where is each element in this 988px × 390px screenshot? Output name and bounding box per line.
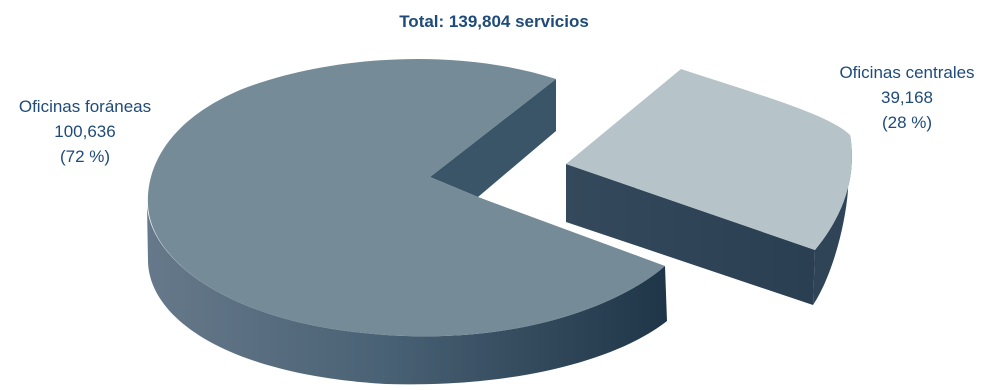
- slice-oficinas-foraneas-top: [147, 58, 665, 337]
- slice-oficinas-foraneas: [147, 58, 667, 385]
- label-oficinas-foraneas: Oficinas foráneas 100,636 (72 %): [19, 97, 151, 166]
- label-oficinas-centrales-percent: (28 %): [882, 113, 932, 132]
- chart-title: Total: 139,804 servicios: [399, 12, 589, 31]
- slice-oficinas-centrales-inner-wall: [566, 164, 815, 305]
- slice-oficinas-centrales-side: [813, 135, 852, 305]
- label-oficinas-centrales: Oficinas centrales 39,168 (28 %): [839, 63, 974, 132]
- label-oficinas-centrales-value: 39,168: [881, 88, 933, 107]
- slice-oficinas-centrales-top: [566, 69, 852, 250]
- label-oficinas-foraneas-value: 100,636: [54, 122, 115, 141]
- label-oficinas-foraneas-percent: (72 %): [60, 147, 110, 166]
- label-oficinas-centrales-name: Oficinas centrales: [839, 63, 974, 82]
- label-oficinas-foraneas-name: Oficinas foráneas: [19, 97, 151, 116]
- slice-oficinas-foraneas-side: [147, 205, 667, 385]
- slice-oficinas-foraneas-inner-wall: [430, 79, 556, 197]
- slice-oficinas-centrales: [566, 69, 852, 305]
